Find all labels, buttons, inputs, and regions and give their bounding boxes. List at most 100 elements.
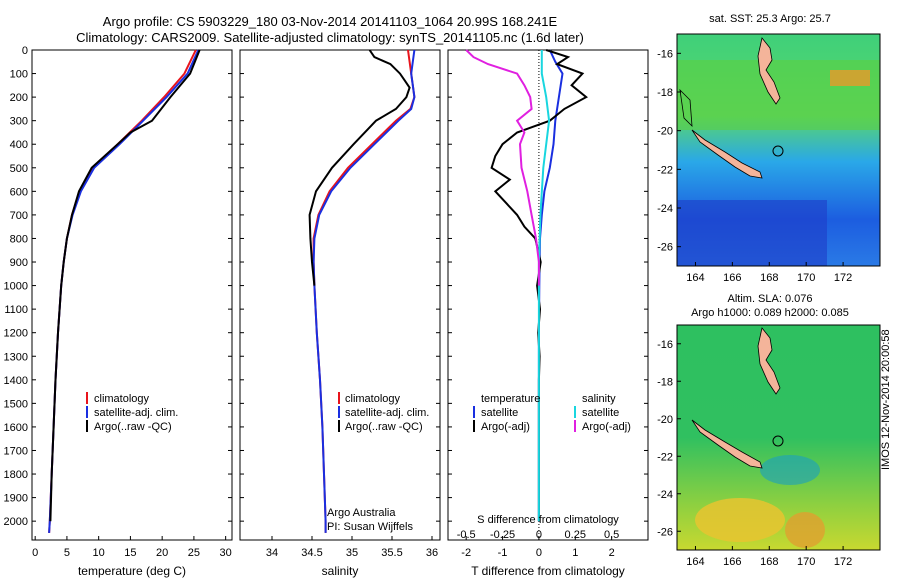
depth-tick-label: 500 bbox=[10, 163, 28, 175]
difference-x-axis: -2 -1 0 1 2 bbox=[461, 536, 615, 559]
series-line-differences-2 bbox=[537, 50, 551, 522]
series-line-temperature-1 bbox=[48, 49, 200, 533]
x-tick-label: 25 bbox=[188, 547, 200, 559]
legend-label-t-argo: Argo(-adj) bbox=[481, 421, 530, 433]
temperature-xlabel: temperature (deg C) bbox=[78, 564, 186, 578]
depth-tick-label: 1200 bbox=[4, 328, 28, 340]
depth-tick-label: 1100 bbox=[4, 304, 28, 316]
x-tick-label: 0 bbox=[32, 547, 38, 559]
argo-location-marker bbox=[772, 435, 784, 447]
x-tick-label: -2 bbox=[461, 547, 471, 559]
legend-label-satellite: satellite-adj. clim. bbox=[94, 407, 178, 419]
series-line-salinity-2 bbox=[308, 49, 411, 286]
profile-series bbox=[48, 49, 588, 533]
depth-tick-label: 200 bbox=[10, 92, 28, 104]
depth-tick-label: 400 bbox=[10, 139, 28, 151]
map-y-tick-label: -22 bbox=[657, 451, 673, 463]
x2-tick-label: 0.25 bbox=[565, 529, 586, 541]
sla-high-patch bbox=[695, 498, 785, 542]
new-caledonia-island bbox=[691, 129, 763, 179]
map-x-tick-label: 168 bbox=[760, 556, 778, 568]
difference-xlabel: T difference from climatology bbox=[471, 564, 625, 578]
annotation-argo-australia: Argo Australia bbox=[327, 507, 396, 519]
map-y-tick-label: -22 bbox=[657, 164, 673, 176]
sla-map-title: Altim. SLA: 0.076 bbox=[728, 293, 813, 305]
sst-map: 164 166 168 170 172 -16 -18 -20 -22 -24 -26 bbox=[657, 33, 881, 284]
depth-tick-label: 300 bbox=[10, 116, 28, 128]
map-x-tick-label: 172 bbox=[834, 272, 852, 284]
series-line-differences-3 bbox=[465, 49, 540, 286]
depth-tick-label: 800 bbox=[10, 233, 28, 245]
x2-tick-label: -0.25 bbox=[490, 529, 515, 541]
x2-tick-label: -0.5 bbox=[457, 529, 476, 541]
x-tick-label: 36 bbox=[426, 547, 438, 559]
salinity-panel-frame bbox=[239, 49, 441, 541]
sst-hot-patch bbox=[830, 70, 870, 86]
map-y-tick-label: -26 bbox=[657, 526, 673, 538]
sla-map-frame bbox=[676, 324, 881, 551]
x2-tick-label: 0 bbox=[536, 529, 542, 541]
x-tick-label: 35.5 bbox=[381, 547, 402, 559]
map-x-tick-label: 166 bbox=[723, 272, 741, 284]
series-line-salinity-0 bbox=[312, 49, 416, 533]
temperature-panel-frame bbox=[31, 49, 233, 541]
sla-map-axes: 164 166 168 170 172 -16 -18 -20 -22 -24 -26 bbox=[657, 339, 852, 568]
map-x-tick-label: 166 bbox=[723, 556, 741, 568]
map-x-tick-label: 164 bbox=[686, 556, 704, 568]
x-tick-label: 2 bbox=[609, 547, 615, 559]
map-y-tick-label: -16 bbox=[657, 48, 673, 60]
salinity-legend: climatology satellite-adj. clim. Argo(..… bbox=[338, 392, 429, 433]
depth-tick-label: 2000 bbox=[4, 516, 28, 528]
x2-tick-label: 0.5 bbox=[604, 529, 619, 541]
series-line-temperature-0 bbox=[48, 49, 197, 533]
salinity-difference-x-axis: -0.5 -0.25 0 0.25 0.5 bbox=[457, 529, 620, 541]
depth-axis: 0 100 200 300 400 500 600 700 800 900 1000 1100 1200… bbox=[4, 45, 648, 528]
x-tick-label: 15 bbox=[124, 547, 136, 559]
depth-tick-label: 700 bbox=[10, 210, 28, 222]
depth-tick-label: 0 bbox=[22, 45, 28, 57]
annotation-pi: PI: Susan Wijffels bbox=[327, 521, 413, 533]
x-tick-label: 20 bbox=[156, 547, 168, 559]
depth-tick-label: 1600 bbox=[4, 422, 28, 434]
reef-outline bbox=[679, 88, 693, 128]
legend-heading-temperature: temperature bbox=[481, 393, 540, 405]
map-x-tick-label: 170 bbox=[797, 272, 815, 284]
timestamp-stamp: IMOS 12-Nov-2014 20:00:58 bbox=[880, 329, 892, 470]
salinity-difference-xlabel: S difference from climatology bbox=[477, 514, 619, 526]
sst-map-axes: 164 166 168 170 172 -16 -18 -20 -22 -24 -26 bbox=[657, 48, 852, 284]
x-tick-label: -1 bbox=[498, 547, 508, 559]
map-y-tick-label: -26 bbox=[657, 242, 673, 254]
x-tick-label: 30 bbox=[220, 547, 232, 559]
depth-tick-label: 1000 bbox=[4, 281, 28, 293]
legend-label-argo: Argo(..raw -QC) bbox=[345, 421, 423, 433]
map-y-tick-label: -20 bbox=[657, 414, 673, 426]
sst-cool-patch bbox=[677, 200, 827, 266]
map-y-tick-label: -24 bbox=[657, 203, 673, 215]
depth-tick-label: 1400 bbox=[4, 375, 28, 387]
legend-label-argo: Argo(..raw -QC) bbox=[94, 421, 172, 433]
map-x-tick-label: 164 bbox=[686, 272, 704, 284]
legend-label-satellite: satellite-adj. clim. bbox=[345, 407, 429, 419]
map-x-tick-label: 168 bbox=[760, 272, 778, 284]
map-y-tick-label: -24 bbox=[657, 489, 673, 501]
vanuatu-islands bbox=[757, 37, 781, 105]
x-tick-label: 1 bbox=[572, 547, 578, 559]
legend-heading-salinity: salinity bbox=[582, 393, 616, 405]
x-tick-label: 0 bbox=[536, 547, 542, 559]
salinity-xlabel: salinity bbox=[322, 564, 359, 578]
depth-tick-label: 600 bbox=[10, 186, 28, 198]
depth-tick-label: 100 bbox=[10, 69, 28, 81]
depth-tick-label: 1700 bbox=[4, 445, 28, 457]
plot-title-line2: Climatology: CARS2009. Satellite-adjuste… bbox=[76, 30, 584, 45]
x-tick-label: 34.5 bbox=[301, 547, 322, 559]
map-y-tick-label: -18 bbox=[657, 87, 673, 99]
sla-map: 164 166 168 170 172 -16 -18 -20 -22 -24 -26 bbox=[657, 324, 881, 568]
depth-tick-label: 1300 bbox=[4, 351, 28, 363]
x-tick-label: 35 bbox=[346, 547, 358, 559]
legend-label-t-satellite: satellite bbox=[481, 407, 518, 419]
depth-tick-label: 1800 bbox=[4, 469, 28, 481]
difference-legend: temperature satellite Argo(-adj) salinit… bbox=[473, 393, 631, 433]
sla-map-subtitle: Argo h1000: 0.089 h2000: 0.085 bbox=[691, 307, 849, 319]
plot-title-line1: Argo profile: CS 5903229_180 03-Nov-2014… bbox=[102, 14, 558, 29]
